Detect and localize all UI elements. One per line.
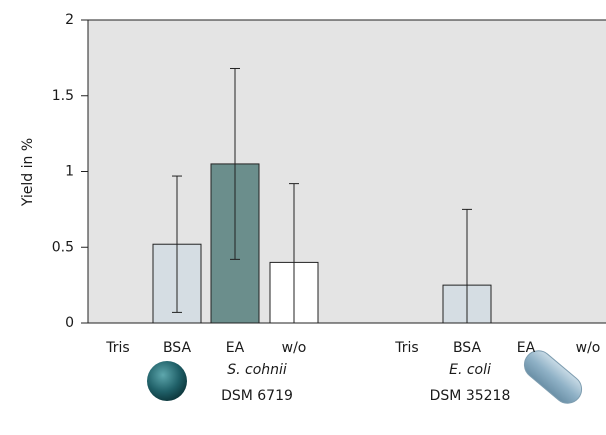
x-tick-label: Tris [105, 340, 129, 356]
x-tick-label: Tris [394, 340, 418, 356]
strain-label: DSM 6719 [221, 388, 293, 404]
y-tick-label: 1 [65, 164, 74, 180]
s-cohnii-icon [147, 361, 187, 401]
chart: Yield in % 0 0.5 1 1.5 2 Tris BSA EA w/o S. cohni… [0, 0, 606, 435]
x-tick-label: w/o [576, 340, 601, 356]
y-tick-label: 0.5 [52, 239, 74, 255]
y-tick-label: 2 [65, 12, 74, 28]
x-tick-label: BSA [163, 340, 192, 356]
x-tick-label: BSA [453, 340, 482, 356]
strain-label: DSM 35218 [430, 388, 511, 404]
x-tick-label: w/o [282, 340, 307, 356]
y-tick-label: 1.5 [52, 88, 74, 104]
organism-label: E. coli [449, 362, 491, 378]
x-tick-label: EA [226, 340, 245, 356]
x-tick-label: EA [517, 340, 536, 356]
y-tick-label: 0 [65, 315, 74, 331]
y-axis-label: Yield in % [20, 138, 36, 207]
organism-label: S. cohnii [227, 362, 287, 378]
